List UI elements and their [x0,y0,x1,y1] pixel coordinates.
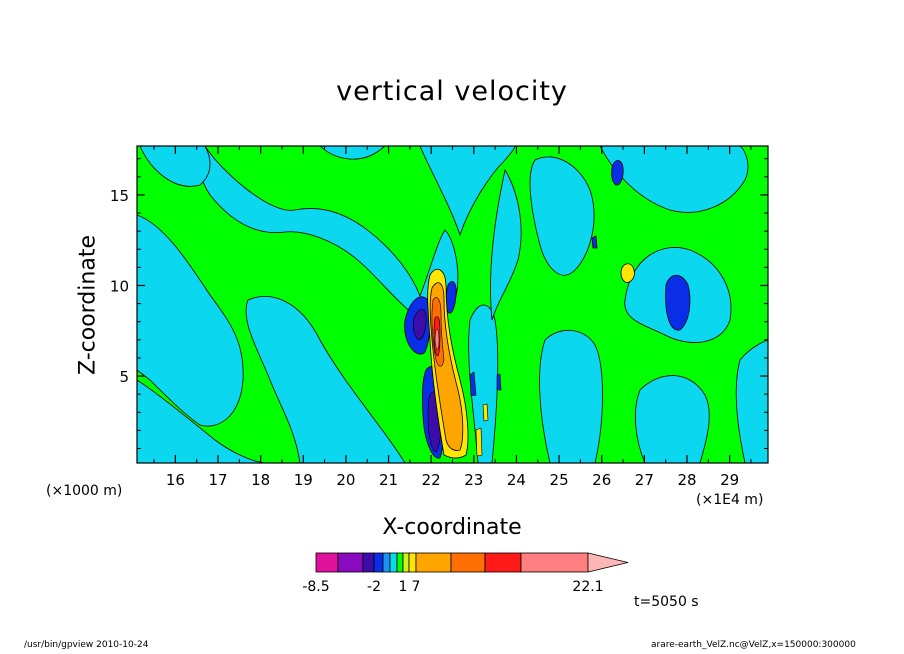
y-tick-label: 5 [119,368,129,386]
plot-area [137,146,768,463]
x-tick-label: 29 [720,471,739,489]
colorbar-swatch [520,552,589,573]
colorbar-label: 1 [399,579,408,595]
colorbar-label: 22.1 [572,579,603,595]
x-axis-label: X-coordinate [382,515,522,540]
x-tick-label: 26 [592,471,611,489]
footer-left: /usr/bin/gpview 2010-10-24 [24,640,149,650]
x-tick-label: 20 [336,471,355,489]
downdraft-region [591,235,598,249]
x-tick-label: 16 [166,471,185,489]
y-unit-note: (×1E4 m) [696,492,764,508]
y-tick-label: 10 [110,277,129,295]
x-tick-label: 21 [379,471,398,489]
updraft-region [482,403,489,422]
contour-region [319,146,386,160]
y-tick-label: 15 [110,187,129,205]
updraft-region [434,329,440,351]
colorbar-swatch [373,552,384,573]
x-tick-label: 19 [294,471,313,489]
colorbar-swatch [396,552,404,573]
contour-region [490,168,522,321]
colorbar-extend-arrow [587,552,629,573]
colorbar-swatch [315,552,339,573]
contour-region [137,214,244,427]
contour-region [539,329,603,463]
colorbar-swatch [415,552,452,573]
contour-region [419,146,516,237]
x-tick-label: 18 [251,471,270,489]
updraft-region [620,263,635,283]
colorbar-label: -8.5 [302,579,329,595]
x-tick-label: 27 [635,471,654,489]
colorbar: -8.5 -2 1 7 22.1 [302,552,629,595]
downdraft-region [469,371,477,397]
x-tick-label: 22 [422,471,441,489]
colorbar-swatch [337,552,364,573]
time-label: t=5050 s [634,594,699,610]
x-unit-note: (×1000 m) [46,483,123,499]
colorbar-swatch [402,552,410,573]
colorbar-swatch [389,552,398,573]
x-tick-label: 25 [550,471,569,489]
chart-title: vertical velocity [336,76,568,107]
x-tick-label: 23 [464,471,483,489]
x-tick-label: 24 [507,471,526,489]
downdraft-region [665,274,691,331]
x-axis: 16 17 18 19 20 21 22 23 24 25 26 27 28 29 [153,146,752,489]
contour-region [139,146,211,187]
colorbar-swatch [450,552,486,573]
contour-region [196,146,459,321]
downdraft-region [412,309,427,341]
x-tick-label: 28 [677,471,696,489]
downdraft-region [496,373,502,391]
downdraft-region [611,160,624,186]
colorbar-label: -2 [367,579,381,595]
x-tick-label: 17 [208,471,227,489]
contour-region [529,156,595,276]
colorbar-swatch [484,552,522,573]
y-axis: 5 10 15 [110,158,768,450]
contour-region [599,146,749,213]
contour-region [245,296,406,463]
updraft-region [475,427,483,457]
colorbar-swatch [382,552,391,573]
footer-right: arare-earth_VelZ.nc@VelZ,x=150000:300000 [651,640,856,650]
colorbar-swatch [408,552,417,573]
contour-region [635,375,710,463]
colorbar-swatch [362,552,375,573]
colorbar-label: 7 [412,579,421,595]
